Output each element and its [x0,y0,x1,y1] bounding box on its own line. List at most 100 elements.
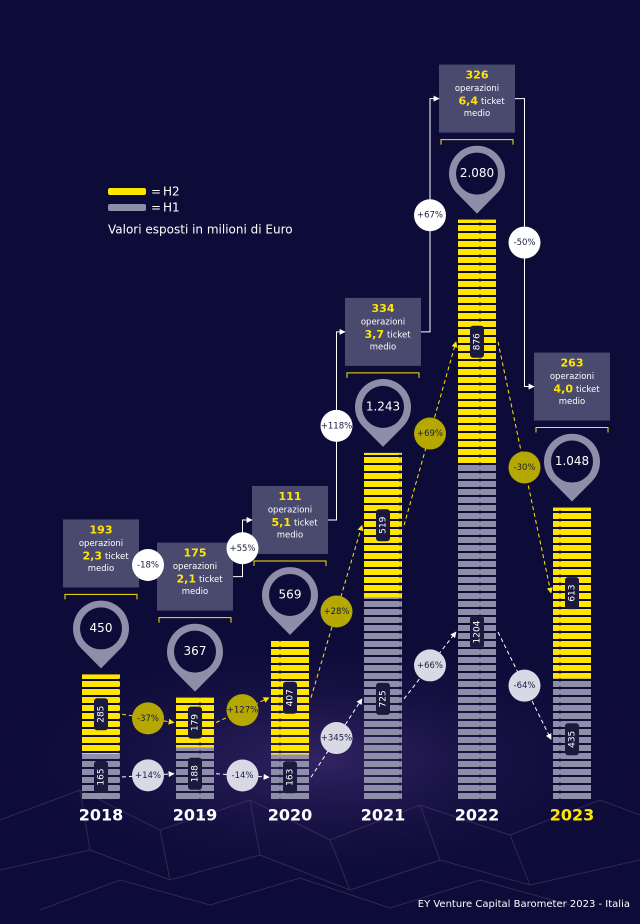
segment-label-bg [283,681,297,714]
ticket-value: 3,7 [365,328,385,341]
footer: EY Venture Capital Barometer 2023 - Ital… [418,899,630,910]
x-tick-label: 2022 [455,806,500,825]
change-label: +14% [135,771,161,781]
subtitle: Valori esposti in milioni di Euro [108,223,293,237]
change-label: +66% [417,661,443,671]
ticket-label: ticket [199,575,223,585]
segment-label-bg [376,682,390,715]
change-label: -64% [514,681,536,691]
total-pin-hole [551,440,593,483]
segment-label: 179 [191,714,201,731]
x-tick-label: 2021 [361,806,406,825]
ticket-label: medio [277,530,303,540]
change-label: +127% [227,706,258,716]
change-badge [414,649,446,682]
segment-label: 1204 [473,620,483,643]
total-pin-hole [174,630,216,673]
total-label: 1.243 [366,399,400,413]
change-label: -30% [514,463,536,473]
segment-label-bg [283,761,297,794]
legend-separator: = [151,201,161,215]
operations-label: operazioni [79,539,123,549]
operations-count: 263 [561,357,584,370]
legend-label: H1 [163,201,180,215]
ticket-value: 2,1 [177,573,197,586]
bracket [535,427,609,433]
total-pin-hole [456,152,498,195]
ticket-label: medio [182,587,208,597]
change-label: -37% [137,714,159,724]
segment-label-bg [376,509,390,542]
ticket-label: medio [370,342,396,352]
ticket-value: 4,0 [554,383,574,396]
total-label: 450 [90,621,113,635]
segment-label: 435 [568,731,578,748]
x-tick-label: 2018 [79,806,124,825]
change-badge [226,759,259,792]
segment-label-bg [470,616,484,649]
change-label: -18% [137,561,159,571]
total-pin-hole [269,573,311,616]
ticket-label: ticket [387,330,411,340]
operations-label: operazioni [455,84,499,94]
change-label: +345% [321,734,352,744]
ticket-label: ticket [576,385,600,395]
change-badge [132,702,164,735]
operations-count: 326 [466,69,489,82]
info-box [63,519,139,588]
segment-label-bg [188,757,202,790]
change-label: -14% [232,771,254,781]
bracket [253,560,327,566]
info-box [534,352,610,421]
segment-label: 876 [473,333,483,350]
operations-count: 193 [90,523,113,536]
change-label: +118% [321,421,352,431]
legend-separator: = [151,185,161,199]
segment-label-bg [470,325,484,358]
total-pin-hole [80,607,122,650]
change-badge [508,669,541,702]
segment-label: 519 [379,516,389,533]
change-badge [226,532,259,565]
ticket-value: 2,3 [83,549,103,562]
operations-count: 334 [372,302,395,315]
change-arrow [310,698,363,778]
ticket-value: 5,1 [272,516,292,529]
total-label: 2.080 [460,166,494,180]
total-label: 569 [279,587,302,601]
segment-label: 188 [191,765,201,782]
change-badge [320,409,353,442]
change-badge [414,417,446,450]
network-decoration [0,789,640,911]
change-label: +69% [417,429,443,439]
info-box [157,542,233,611]
change-badge [508,451,541,484]
operations-label: operazioni [173,562,217,572]
change-arrow [215,773,270,780]
total-pin-hole [362,385,404,428]
operations-label: operazioni [361,317,405,327]
change-label: +28% [323,607,349,617]
segment-label-bg [565,723,579,756]
change-badge [508,226,541,259]
ticket-label: medio [559,397,585,407]
info-box [252,485,328,554]
ticket-label: ticket [105,552,129,562]
change-arrow [310,524,364,698]
bracket [64,593,138,600]
change-badge [132,549,164,582]
x-tick-label: 2019 [173,806,218,825]
change-arrow [121,771,175,778]
change-arrow [121,713,175,725]
segment-label-bg [565,577,579,610]
change-badge [320,722,353,755]
operations-label: operazioni [268,505,312,515]
info-box [345,297,421,366]
segment-label: 725 [379,690,389,707]
operations-label: operazioni [550,372,594,382]
total-label: 1.048 [555,454,589,468]
bracket [440,139,514,145]
ticket-label: ticket [294,518,318,528]
segment-label: 285 [97,706,107,723]
